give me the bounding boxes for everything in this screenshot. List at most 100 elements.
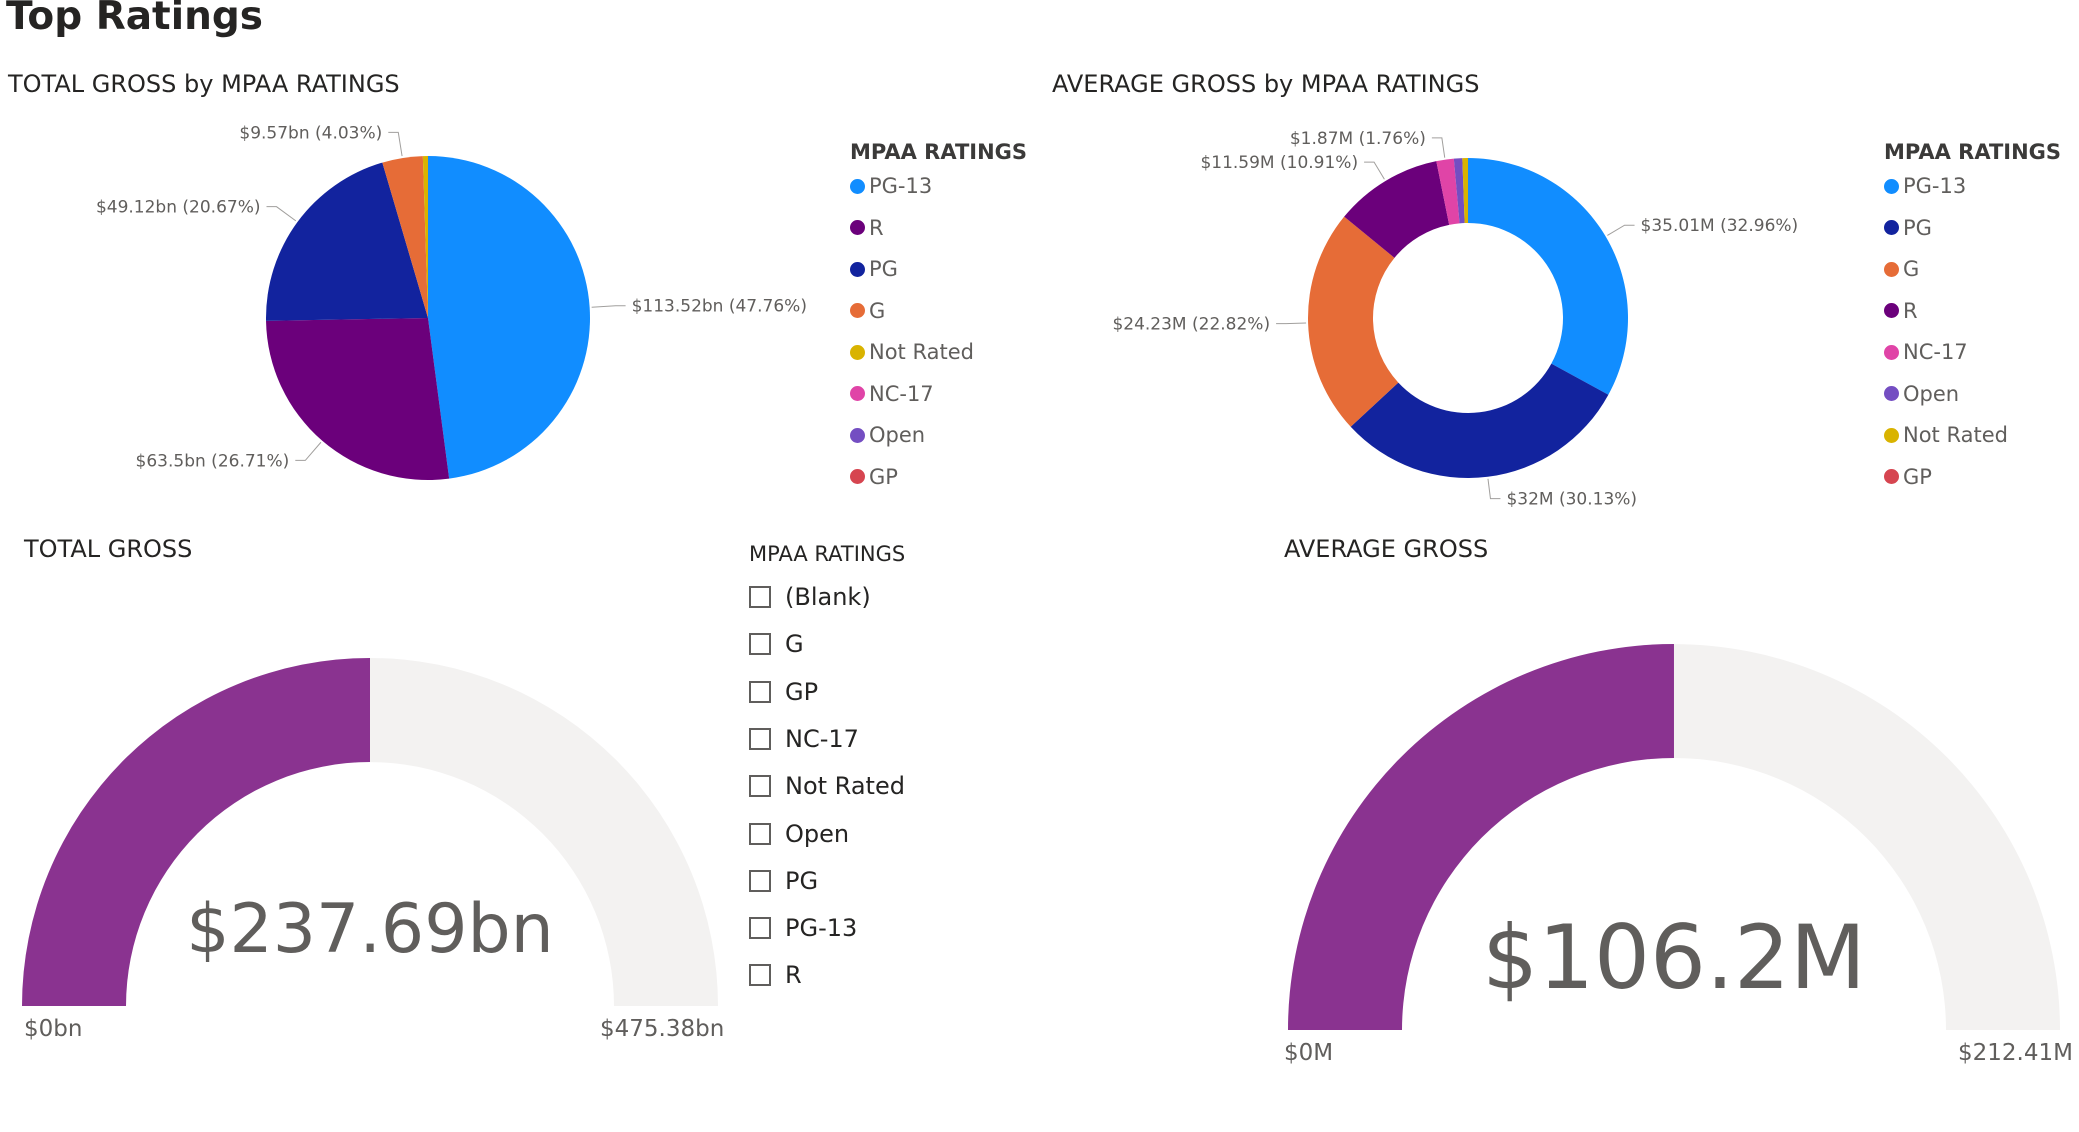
checkbox-icon[interactable]	[749, 680, 771, 703]
pie-legend-label: Open	[869, 423, 926, 447]
pie-legend-label: R	[869, 215, 884, 240]
donut-legend-item-g[interactable]: G	[1884, 257, 1919, 281]
slicer-item-label: GP	[785, 677, 819, 706]
pie-legend-item-pg[interactable]: PG	[850, 257, 898, 281]
pie-legend-label: Not Rated	[869, 340, 974, 364]
pie-legend-item-r[interactable]: R	[850, 216, 884, 240]
slicer-item-label: R	[785, 961, 802, 990]
pie-slice-pg[interactable]	[266, 162, 428, 321]
average-gauge-value-label: $106.2M	[1482, 906, 1866, 1009]
average-gross-gauge-title: AVERAGE GROSS	[1284, 535, 1489, 563]
slicer-item-nc-17[interactable]: NC-17	[749, 725, 859, 753]
pie-legend-label: G	[869, 298, 886, 323]
total-gauge-min-label: $0bn	[24, 1016, 83, 1042]
donut-legend-item-gp[interactable]: GP	[1884, 465, 1932, 489]
slicer-item-label: Not Rated	[785, 772, 905, 801]
donut-leader-line-r	[1364, 161, 1385, 180]
checkbox-icon[interactable]	[749, 633, 771, 656]
donut-legend-item-nc-17[interactable]: NC-17	[1884, 340, 1968, 364]
donut-legend-label: PG	[1903, 215, 1932, 240]
donut-slice-pg-13[interactable]	[1468, 158, 1628, 395]
donut-data-label-pg: $32M (30.13%)	[1506, 490, 1637, 510]
slicer-item-r[interactable]: R	[749, 961, 802, 989]
legend-marker-icon	[850, 178, 865, 194]
legend-marker-icon	[1884, 178, 1899, 194]
slicer-item-label: PG-13	[785, 914, 858, 943]
donut-legend-item-open[interactable]: Open	[1884, 382, 1959, 406]
checkbox-icon[interactable]	[749, 869, 771, 892]
donut-leader-line-pg-13	[1607, 224, 1635, 236]
pie-data-label-pg: $49.12bn (20.67%)	[96, 198, 261, 218]
donut-slice-nc-17[interactable]	[1436, 158, 1460, 225]
pie-slice-pg-13[interactable]	[428, 156, 590, 479]
slicer-item-label: PG	[785, 866, 819, 895]
pie-legend-item-open[interactable]: Open	[850, 423, 925, 447]
legend-marker-icon	[850, 261, 865, 277]
donut-chart-title: AVERAGE GROSS by MPAA RATINGS	[1052, 70, 1480, 98]
donut-leader-line-g	[1276, 322, 1307, 325]
legend-marker-icon	[850, 220, 865, 235]
slicer-item-pg-13[interactable]: PG-13	[749, 914, 857, 942]
donut-data-label-r: $11.59M (10.91%)	[1200, 153, 1358, 173]
donut-legend-item-not-rated[interactable]: Not Rated	[1884, 423, 2008, 447]
donut-slice-open[interactable]	[1453, 158, 1465, 224]
checkbox-icon[interactable]	[749, 727, 771, 750]
checkbox-icon[interactable]	[749, 586, 771, 608]
slicer-item-g[interactable]: G	[749, 630, 804, 658]
legend-marker-icon	[850, 469, 865, 484]
page-title: Top Ratings	[6, 0, 263, 39]
pie-legend-label: NC-17	[869, 381, 934, 406]
total-gross-gauge[interactable]: $237.69bn	[0, 600, 740, 1020]
donut-slice-g[interactable]	[1308, 216, 1399, 427]
donut-data-label-nc-17: $1.87M (1.76%)	[1290, 129, 1426, 149]
pie-legend-label: PG	[869, 257, 898, 281]
pie-slice-not-rated[interactable]	[422, 156, 428, 318]
checkbox-icon[interactable]	[749, 775, 771, 798]
donut-legend-item-r[interactable]: R	[1884, 299, 1918, 323]
pie-leader-line-pg-13	[591, 305, 626, 308]
pie-legend-item-not-rated[interactable]: Not Rated	[850, 340, 974, 364]
average-gross-gauge[interactable]: $106.2M	[1270, 600, 2079, 1040]
checkbox-icon[interactable]	[749, 964, 771, 987]
legend-marker-icon	[1884, 261, 1899, 277]
legend-marker-icon	[850, 303, 865, 318]
pie-legend-item-nc-17[interactable]: NC-17	[850, 382, 934, 406]
donut-data-label-g: $24.23M (22.82%)	[1112, 315, 1270, 335]
pie-leader-line-pg	[266, 206, 297, 222]
donut-legend-item-pg-13[interactable]: PG-13	[1884, 174, 1966, 198]
slicer-item-pg[interactable]: PG	[749, 867, 818, 895]
slicer-item-open[interactable]: Open	[749, 820, 849, 848]
donut-slice-r[interactable]	[1344, 161, 1450, 258]
average-gauge-value-fill[interactable]	[1288, 644, 1674, 1030]
total-gross-pie-chart[interactable]: $113.52bn (47.76%) $63.5bn (26.71%) $49.12…	[0, 100, 1040, 510]
pie-legend-item-g[interactable]: G	[850, 299, 885, 323]
total-gauge-value-fill[interactable]	[22, 658, 370, 1006]
slicer-item-label: G	[785, 630, 804, 659]
slicer-item-not-rated[interactable]: Not Rated	[749, 772, 905, 800]
donut-slice-not-rated[interactable]	[1462, 158, 1468, 224]
pie-legend-item-pg-13[interactable]: PG-13	[850, 174, 932, 198]
checkbox-icon[interactable]	[749, 822, 771, 845]
legend-marker-icon	[1884, 386, 1899, 401]
donut-slice-pg[interactable]	[1350, 363, 1609, 478]
legend-marker-icon	[1884, 344, 1899, 360]
donut-legend-label: GP	[1903, 464, 1932, 489]
donut-leader-line-nc-17	[1431, 137, 1446, 158]
pie-slice-g[interactable]	[382, 156, 428, 318]
pie-data-label-g: $9.57bn (4.03%)	[239, 123, 382, 143]
donut-legend-label: R	[1903, 298, 1918, 323]
donut-legend-label: PG-13	[1903, 174, 1967, 198]
donut-legend-item-pg[interactable]: PG	[1884, 216, 1932, 240]
donut-legend-title: MPAA RATINGS	[1884, 140, 2062, 164]
slicer-item-gp[interactable]: GP	[749, 678, 818, 706]
slicer-title: MPAA RATINGS	[749, 542, 906, 566]
legend-marker-icon	[1884, 220, 1899, 235]
slicer-item-blank[interactable]: (Blank)	[749, 583, 871, 611]
average-gauge-min-label: $0M	[1284, 1040, 1334, 1066]
pie-legend-item-gp[interactable]: GP	[850, 465, 898, 489]
checkbox-icon[interactable]	[749, 917, 771, 940]
donut-legend-label: Open	[1903, 381, 1960, 406]
pie-slice-r[interactable]	[266, 318, 450, 480]
average-gross-donut-chart[interactable]: $35.01M (32.96%) $32M (30.13%) $24.23M (22…	[1040, 100, 2040, 520]
total-gauge-value-label: $237.69bn	[186, 890, 553, 969]
